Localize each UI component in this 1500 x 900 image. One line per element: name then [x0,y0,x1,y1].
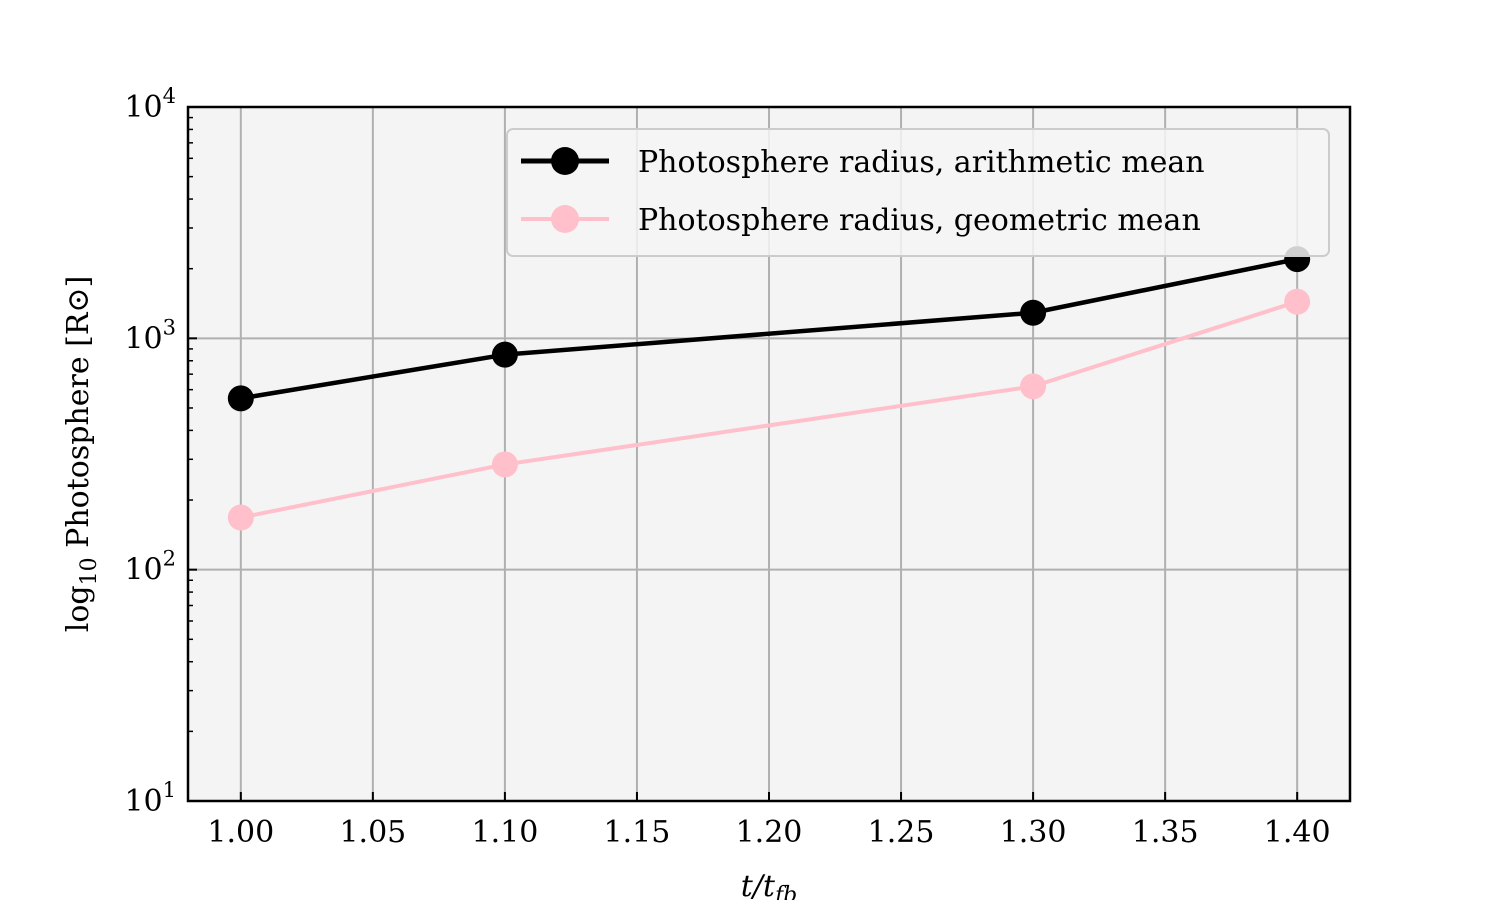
y-axis-label: log10 Photosphere [R⊙] [61,276,102,633]
x-label-sub: fb [773,883,797,900]
x-tick-label: 1.00 [207,815,274,850]
x-tick-label: 1.30 [1000,815,1067,850]
x-label-main: t/t [741,869,776,900]
y-tick-label: 102 [124,547,176,588]
legend-marker-arithmetic [551,147,579,175]
legend-label-geometric: Photosphere radius, geometric mean [638,203,1201,238]
x-tick-label: 1.05 [339,815,406,850]
series-line [240,299,1298,520]
y-tick-label: 101 [124,778,176,819]
data-point [491,341,518,368]
axis-ticks: 1.00 1.05 1.10 1.15 1.20 1.25 1.30 1.35 1.40 101 1… [124,84,1330,850]
data-point [1020,299,1047,326]
x-tick-label: 1.15 [604,815,671,850]
x-tick-label: 1.35 [1132,815,1199,850]
data-point [1284,288,1311,315]
x-tick-label: 1.10 [472,815,539,850]
x-tick-label: 1.20 [736,815,803,850]
x-axis-label: t/tfb [741,869,797,900]
data-point [491,451,518,478]
legend-box [506,128,1330,257]
data-point [227,504,254,531]
data-point [227,385,254,412]
y-tick-label: 104 [124,84,176,125]
legend-marker-geometric [551,205,579,233]
legend-label-arithmetic: Photosphere radius, arithmetic mean [638,145,1205,180]
y-tick-label: 103 [124,315,176,356]
series-line [240,256,1298,401]
legend: Photosphere radius, arithmetic mean Phot… [506,128,1330,257]
x-tick-label: 1.25 [868,815,935,850]
data-point [1020,373,1047,400]
x-tick-label: 1.40 [1264,815,1331,850]
